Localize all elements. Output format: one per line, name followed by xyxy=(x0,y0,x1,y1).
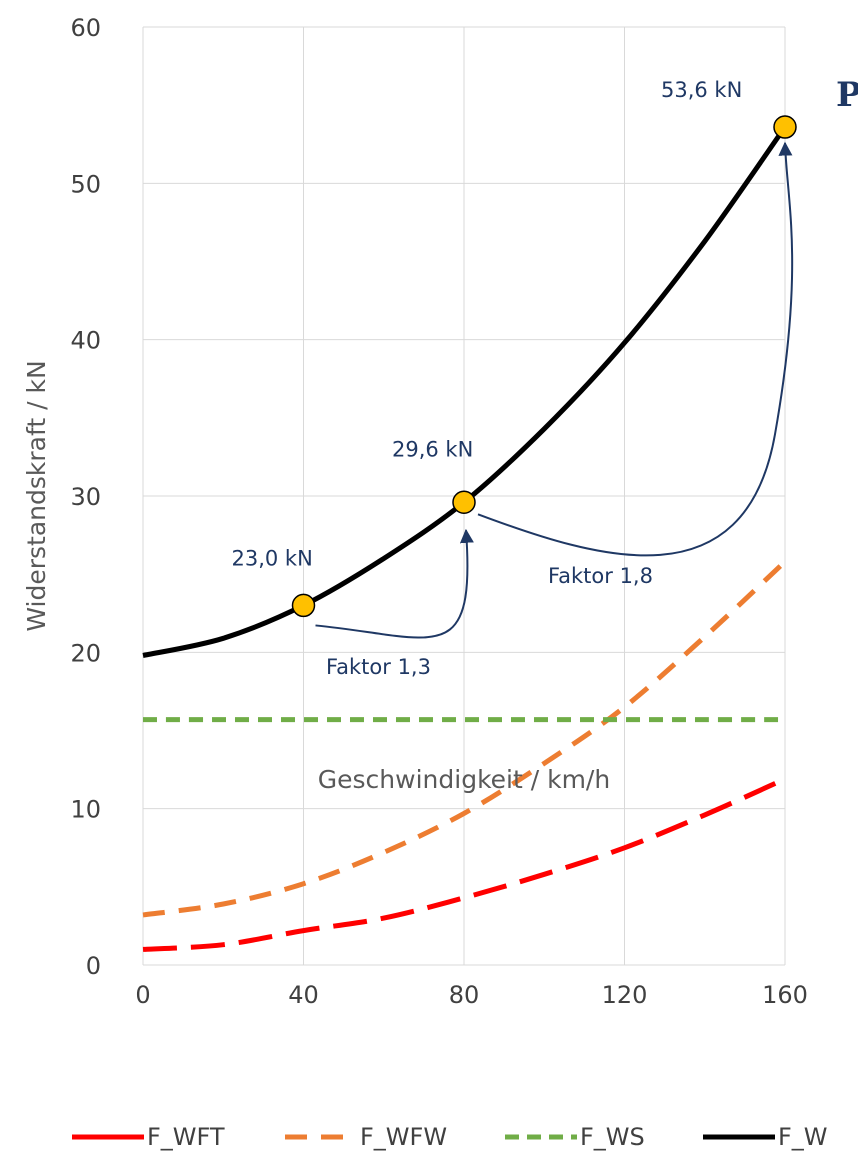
y-tick-label: 50 xyxy=(70,170,101,198)
factor-label-2: Faktor 1,8 xyxy=(548,564,653,588)
y-tick-label: 30 xyxy=(70,483,101,511)
legend-label: F_WFW xyxy=(360,1123,447,1151)
y-axis-title: Widerstandskraft / kN xyxy=(22,360,51,631)
legend-label: F_WFT xyxy=(147,1123,225,1151)
legend: F_WFT F_WFW F_WS F_W xyxy=(72,1123,828,1151)
series-line-f-w xyxy=(142,125,788,658)
annotated-point xyxy=(773,115,797,139)
series-lines xyxy=(142,125,788,952)
annotated-point xyxy=(452,490,476,515)
x-tick-label: 120 xyxy=(602,981,648,1009)
legend-label: F_W xyxy=(778,1123,828,1151)
point-value-label: 53,6 kN xyxy=(661,78,742,102)
annotated-points: 23,0 kN 29,6 kN 53,6 kN xyxy=(232,78,797,618)
series-line-f-wfw xyxy=(142,559,787,918)
point-value-label: 23,0 kN xyxy=(232,546,313,570)
factor-arrows: Faktor 1,3 Faktor 1,8 xyxy=(315,141,794,679)
point-value-label: 29,6 kN xyxy=(392,437,473,461)
x-tick-label: 40 xyxy=(288,981,319,1009)
x-tick-label: 80 xyxy=(449,981,480,1009)
legend-label: F_WS xyxy=(580,1123,645,1151)
x-tick-label: 0 xyxy=(135,981,150,1009)
x-axis-title: Geschwindigkeit / km/h xyxy=(318,765,610,794)
y-tick-label: 60 xyxy=(70,14,101,42)
y-axis-ticks: 0 10 20 30 40 50 60 xyxy=(70,14,101,980)
series-line-f-wft xyxy=(142,776,787,952)
y-tick-label: 0 xyxy=(86,952,101,980)
annotated-point xyxy=(291,593,316,618)
gridlines xyxy=(142,26,786,966)
side-text: P xyxy=(836,75,858,115)
y-tick-label: 10 xyxy=(70,796,101,824)
y-tick-label: 20 xyxy=(70,639,101,667)
factor-arrow-1 xyxy=(315,528,474,639)
y-tick-label: 40 xyxy=(70,327,101,355)
x-axis-ticks: 0 40 80 120 160 xyxy=(135,981,808,1009)
factor-arrow-2 xyxy=(477,141,794,557)
x-tick-label: 160 xyxy=(762,981,808,1009)
factor-label-1: Faktor 1,3 xyxy=(326,655,431,679)
